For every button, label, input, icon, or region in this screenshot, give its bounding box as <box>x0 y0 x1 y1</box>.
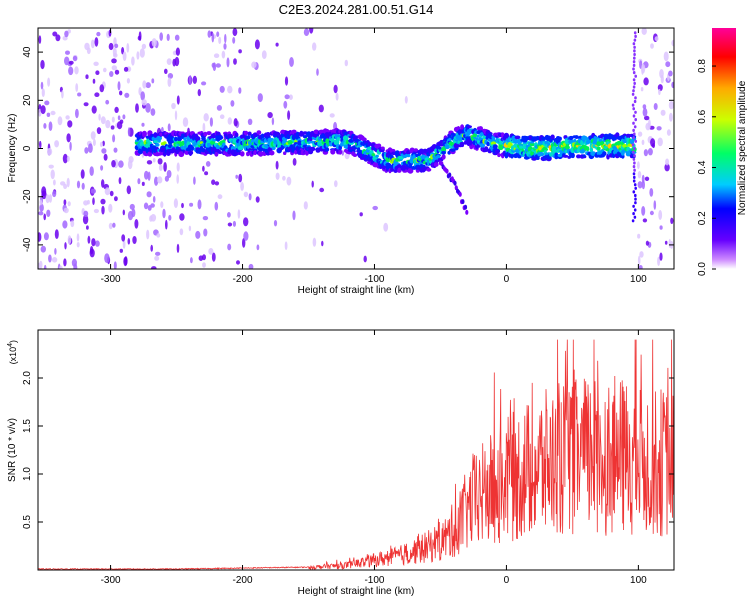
colorbar-ticks: 0.0 0.2 0.4 0.6 0.8 <box>697 59 716 276</box>
snr-y-tick: 0.5 <box>22 515 33 529</box>
spectrogram-y-label: Frequency (Hz) <box>7 114 18 183</box>
spectrogram-y-tick: -40 <box>22 237 33 252</box>
colorbar-label: Normalized spectral amplitude <box>737 80 748 215</box>
snr-x-tick: 0 <box>504 575 510 586</box>
snr-scale-close: ) <box>8 340 18 343</box>
spectrogram-x-label: Height of straight line (km) <box>298 285 415 296</box>
snr-y-tick: 1.5 <box>22 419 33 433</box>
colorbar-gradient <box>712 28 736 269</box>
spectrogram-marks <box>38 28 674 269</box>
snr-x-label: Height of straight line (km) <box>298 586 415 597</box>
spectrogram-x-tick: -300 <box>101 274 121 285</box>
snr-y-tick: 1.0 <box>22 467 33 481</box>
colorbar-tick: 0.0 <box>697 262 708 276</box>
snr-series-line <box>38 339 674 570</box>
snr-x-tick: 100 <box>630 575 647 586</box>
snr-scale-exp: 4 <box>7 343 14 347</box>
colorbar-tick: 0.6 <box>697 109 708 123</box>
colorbar-tick: 0.4 <box>697 160 708 174</box>
snr-panel: -300 -200 -100 0 100 0.5 1.0 1.5 2.0 Height of … <box>7 329 675 597</box>
snr-y-label: SNR (10 * v/v) <box>7 418 18 482</box>
spectrogram-y-tick: 0 <box>22 145 33 151</box>
snr-x-tick: -100 <box>364 575 384 586</box>
spectrogram-x-tick: -100 <box>364 274 384 285</box>
snr-y-axis: 0.5 1.0 1.5 2.0 <box>22 371 674 529</box>
spectrogram-y-tick: -20 <box>22 189 33 204</box>
spectrogram-x-tick: -200 <box>233 274 253 285</box>
snr-x-tick: -200 <box>233 575 253 586</box>
figure-title: C2E3.2024.281.00.51.G14 <box>279 2 434 17</box>
colorbar: 0.0 0.2 0.4 0.6 0.8 Normalized spectral ampl… <box>697 28 748 276</box>
spectrogram-x-axis: -300 -200 -100 0 100 <box>101 28 647 285</box>
snr-x-axis: -300 -200 -100 0 100 <box>101 330 647 586</box>
colorbar-tick: 0.2 <box>697 211 708 225</box>
snr-marks <box>38 339 674 570</box>
colorbar-tick: 0.8 <box>697 59 708 73</box>
snr-x-tick: -300 <box>101 575 121 586</box>
snr-y-tick: 2.0 <box>22 371 33 385</box>
spectrogram-x-tick: 0 <box>504 274 510 285</box>
svg-text:(x104): (x104) <box>7 340 18 364</box>
snr-scale-label: (x104) <box>7 340 18 364</box>
spectrogram-y-tick: 20 <box>22 94 33 106</box>
snr-scale-prefix: (x10 <box>8 347 18 365</box>
snr-frame <box>37 329 675 571</box>
spectrogram-y-tick: 40 <box>22 46 33 58</box>
spectrogram-x-tick: 100 <box>630 274 647 285</box>
spectrogram-y-axis: -40 -20 0 20 40 <box>22 46 674 252</box>
